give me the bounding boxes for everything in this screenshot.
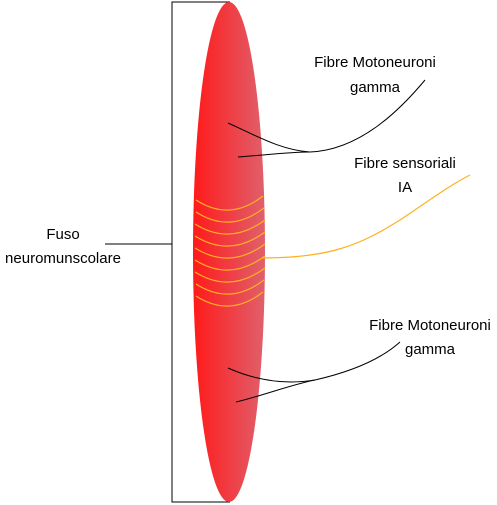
label: neuromunscolare	[5, 250, 121, 267]
sensory-coils	[194, 195, 266, 307]
spindle	[193, 2, 265, 502]
motor-fibers	[227, 79, 426, 403]
label: Fibre Motoneuroni	[369, 317, 491, 334]
label: Fibre sensoriali	[354, 155, 456, 172]
label: IA	[398, 179, 412, 196]
label: Fibre Motoneuroni	[314, 54, 436, 71]
label: gamma	[405, 341, 456, 358]
bracket	[171, 1, 230, 503]
label: gamma	[350, 79, 401, 96]
sensory-fiber	[261, 174, 471, 259]
label: Fuso	[46, 226, 79, 243]
